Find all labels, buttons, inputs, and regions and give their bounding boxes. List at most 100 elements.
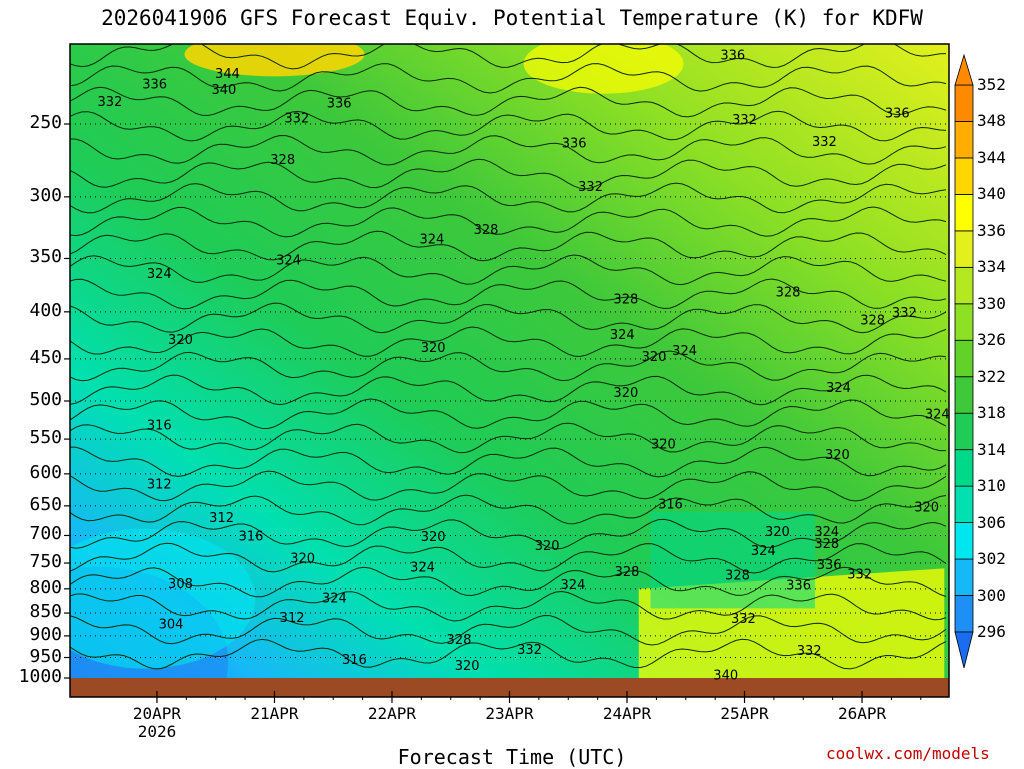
colorbar-tick-label: 348 <box>977 111 1006 131</box>
field-features <box>70 44 945 697</box>
contour-label: 324 <box>925 408 950 423</box>
y-tick-label: 550 <box>29 427 62 449</box>
colorbar-bin <box>954 449 974 487</box>
contour-label: 332 <box>517 643 542 658</box>
x-tick-label: 23APR <box>485 704 534 723</box>
contour-line <box>70 182 947 214</box>
contour-label: 324 <box>147 267 172 282</box>
y-tick-label: 500 <box>29 389 62 410</box>
contour-line <box>70 350 947 382</box>
contour-line <box>70 422 946 454</box>
colorbar-tick-label: 306 <box>977 512 1006 532</box>
colorbar-tick-label: 318 <box>977 403 1006 423</box>
colorbar-tick-label: 352 <box>977 75 1006 94</box>
contour-line <box>70 230 947 262</box>
contour-label: 328 <box>615 565 640 580</box>
contour-line <box>70 278 947 310</box>
contour-label: 336 <box>786 578 811 593</box>
contour-label: 324 <box>610 328 635 343</box>
x-tick-label: 22APR <box>367 704 417 723</box>
contour-label: 316 <box>658 497 683 512</box>
contour-label: 336 <box>885 107 910 122</box>
contour-label: 320 <box>168 333 193 348</box>
x-tick-label: 24APR <box>602 704 652 723</box>
colorbar-bin <box>954 339 974 378</box>
contour-line <box>70 326 947 358</box>
colorbar-bin <box>954 121 974 159</box>
contour-line <box>70 494 947 526</box>
contour-label: 320 <box>651 437 676 452</box>
contour-label: 336 <box>562 137 587 152</box>
ground-surface <box>70 678 949 697</box>
colorbar-bin <box>954 558 974 596</box>
contour-label: 332 <box>797 644 822 659</box>
colorbar-tick-label: 344 <box>977 147 1006 167</box>
colorbar-tick-label: 300 <box>977 585 1006 605</box>
contour-label: 320 <box>613 386 638 401</box>
contour-line <box>70 518 947 550</box>
colorbar-bin <box>954 230 974 268</box>
contour-label: 328 <box>814 537 839 552</box>
x-axis-label: Forecast Time (UTC) <box>397 745 627 769</box>
colorbar-bottom-arrow <box>954 631 974 669</box>
y-tick-label: 1000 <box>18 666 62 687</box>
warm-aloft-2 <box>523 44 684 94</box>
contour-label: 332 <box>732 113 757 128</box>
contour-line <box>70 590 947 622</box>
contour-label: 304 <box>159 618 184 633</box>
colorbar-bin <box>954 485 974 523</box>
contour-label: 332 <box>847 568 872 583</box>
x-tick-label: 20APR <box>132 704 182 723</box>
colorbar-bin <box>954 193 974 232</box>
y-tick-label: 250 <box>29 112 62 133</box>
y-tick-label: 900 <box>29 623 62 645</box>
contour-label: 324 <box>672 344 697 359</box>
y-tick-label: 300 <box>29 184 62 206</box>
colorbar-bin <box>954 412 974 451</box>
contour-label: 324 <box>420 233 445 248</box>
colorbar-bin <box>954 522 974 560</box>
contour-line <box>70 638 947 670</box>
colorbar-tick-label: 326 <box>977 330 1006 350</box>
contour-label: 336 <box>142 78 167 93</box>
contour-label: 324 <box>561 578 586 593</box>
y-tick-label: 950 <box>29 645 62 667</box>
contour-label: 328 <box>725 569 750 584</box>
colorbar-tick-label: 336 <box>977 220 1006 240</box>
colorbar-tick-label: 334 <box>977 257 1006 277</box>
contour-line <box>70 44 947 70</box>
contour-label: 328 <box>270 153 295 168</box>
contour-line <box>70 398 947 430</box>
x-tick-label: 26APR <box>837 704 887 723</box>
contour-label: 328 <box>860 314 885 329</box>
colorbar-bin <box>954 303 974 341</box>
contour-label: 328 <box>613 293 638 308</box>
contour-line <box>70 86 947 118</box>
colorbar-bin <box>954 376 974 414</box>
contour-label: 336 <box>817 558 842 573</box>
contour-label: 320 <box>455 659 480 674</box>
colorbar-tick-label: 330 <box>977 293 1006 313</box>
contour-label: 340 <box>212 83 237 98</box>
contour-label: 312 <box>209 511 234 526</box>
moist-layer <box>650 511 816 609</box>
contour-label: 320 <box>535 539 560 554</box>
contour-label: 324 <box>814 525 839 540</box>
contour-line <box>70 110 947 142</box>
contour-lines <box>70 44 947 670</box>
contour-label: 312 <box>280 611 305 626</box>
contour-line <box>70 302 947 334</box>
colorbar-bin <box>954 157 974 195</box>
contour-label: 332 <box>731 612 756 627</box>
contour-line <box>70 206 947 238</box>
y-tick-label: 450 <box>29 346 62 368</box>
colorbar-top-arrow <box>954 53 974 86</box>
contour-label: 324 <box>410 561 435 576</box>
contour-line <box>70 470 947 502</box>
colorbar-tick-label: 296 <box>977 622 1006 641</box>
colorbar-tick-label: 310 <box>977 476 1006 496</box>
colorbar-bin <box>954 266 974 305</box>
x-tick-label: 21APR <box>250 704 299 723</box>
y-tick-label: 700 <box>29 523 62 545</box>
